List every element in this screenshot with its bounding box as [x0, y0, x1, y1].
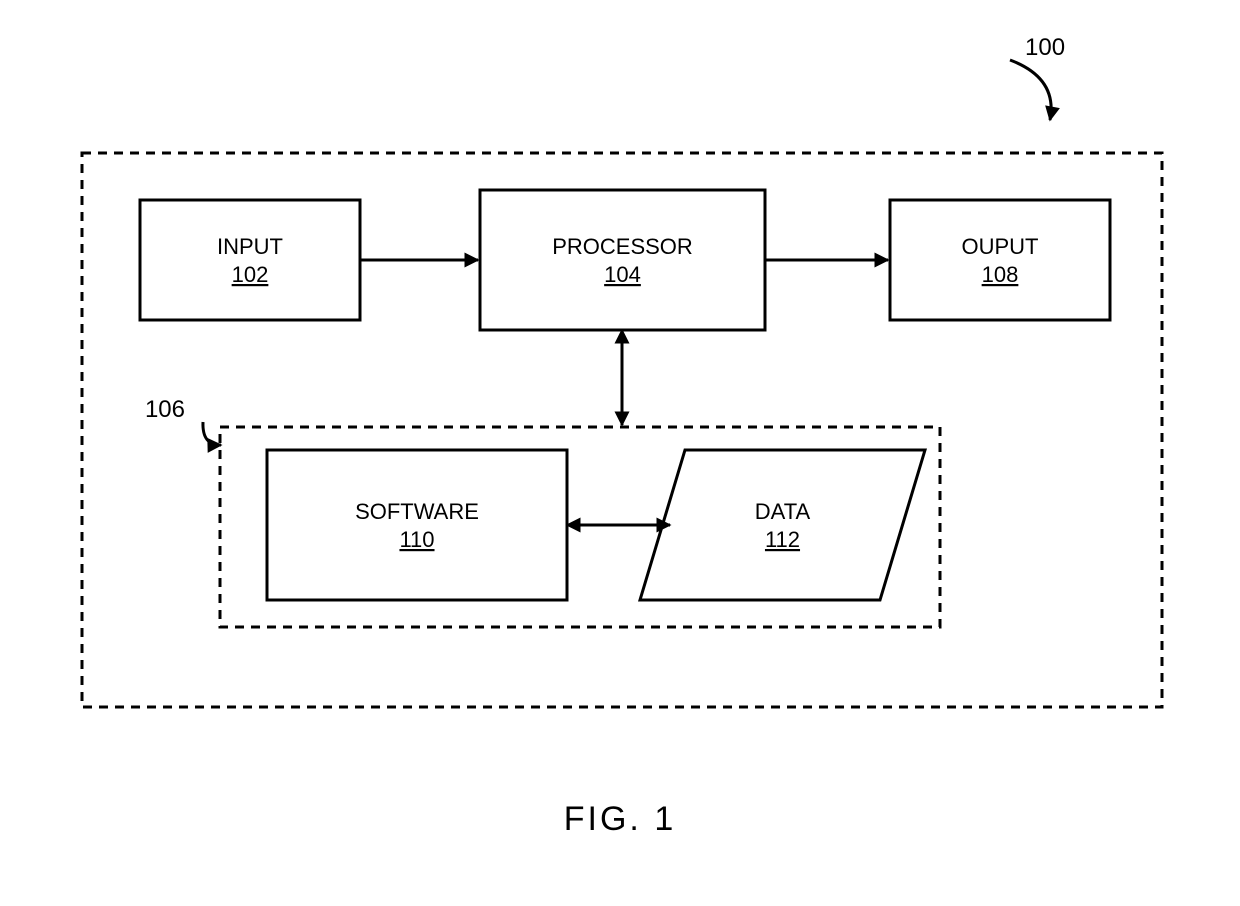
input-ref: 102 — [232, 262, 269, 287]
input-label: INPUT — [217, 234, 283, 259]
system-ref-leader — [1010, 60, 1051, 120]
software-label: SOFTWARE — [355, 499, 479, 524]
memory-container — [220, 427, 940, 627]
software-box — [267, 450, 567, 600]
system-ref-number: 100 — [1025, 34, 1065, 61]
processor-box — [480, 190, 765, 330]
data-box — [640, 450, 925, 600]
input-box — [140, 200, 360, 320]
output-ref: 108 — [982, 262, 1019, 287]
software-ref: 110 — [399, 527, 434, 552]
data-ref: 112 — [765, 527, 800, 552]
memory-ref-number: 106 — [145, 396, 185, 423]
diagram-canvas: 100 106 INPUT 102 PROCESSOR 104 OUPUT 108 SOFTWA… — [0, 0, 1240, 906]
output-box — [890, 200, 1110, 320]
processor-label: PROCESSOR — [552, 234, 693, 259]
data-label: DATA — [755, 499, 811, 524]
output-label: OUPUT — [962, 234, 1039, 259]
processor-ref: 104 — [604, 262, 641, 287]
memory-ref-leader — [203, 422, 221, 445]
figure-label: FIG. 1 — [564, 800, 676, 838]
